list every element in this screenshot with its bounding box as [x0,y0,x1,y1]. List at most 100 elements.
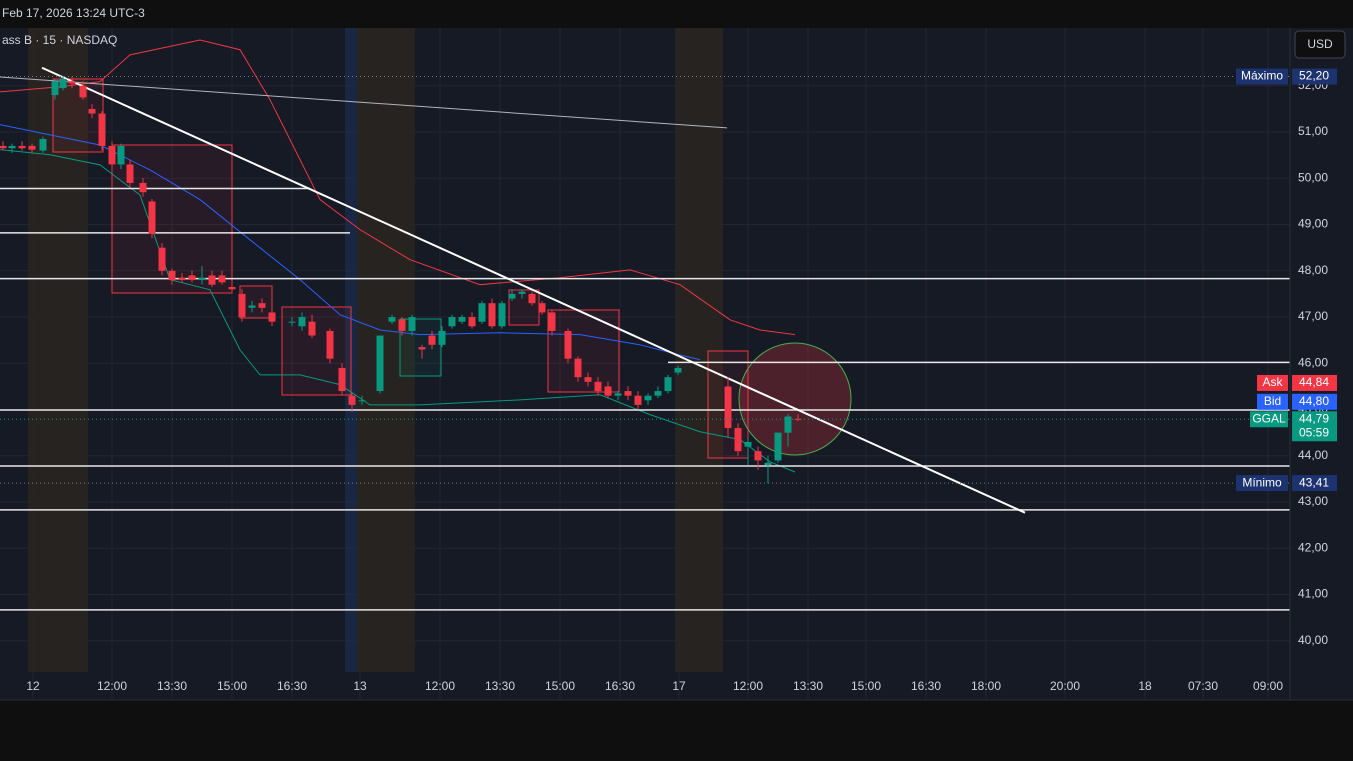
drawn-boxes [52,78,852,459]
candle-body [548,312,556,331]
x-tick-label: 12 [26,679,40,693]
candle-body [108,145,116,165]
candle-body [208,275,216,285]
marker-name: Bid [1264,394,1281,408]
candle-body [594,381,602,392]
y-tick-label: 40,00 [1298,633,1328,647]
candle-body [754,451,762,461]
candle-body [574,358,582,378]
y-tick-label: 49,00 [1298,217,1328,231]
trend-line [41,66,1026,514]
candle-body [288,321,296,323]
price-tag-label: 52,20 [1299,69,1329,83]
highlight-circle [738,342,852,456]
x-tick-label: 15:00 [545,679,575,693]
candle-body [59,78,67,89]
x-tick-label: 07:30 [1188,679,1218,693]
candle-body [674,367,682,373]
x-tick-label: 20:00 [1050,679,1080,693]
candle-body [126,164,134,183]
candle-body [398,319,406,331]
candle-body [794,418,802,420]
candle-body [168,270,176,281]
indicator-line [0,124,701,361]
candle-body [584,377,592,382]
candle-body [564,330,572,359]
x-tick-label: 13 [353,679,367,693]
candle-body [744,441,752,447]
candle-body [468,317,476,327]
marker-name: Ask [1262,375,1283,389]
session-band [357,28,415,672]
candle-body [448,317,456,327]
candle-body [238,293,246,318]
candle-body [508,293,516,299]
candle-body [18,145,26,149]
candle-body [51,81,59,96]
candle-body [664,377,672,392]
candle-body [338,367,346,392]
marker-name: Mínimo [1242,475,1282,489]
candle-body [248,305,256,308]
candle-body [724,386,732,429]
candle-body [348,395,356,405]
candle-body [298,317,306,327]
x-tick-label: 18 [1138,679,1152,693]
candle-body [258,303,266,308]
marker-name-bg [1257,393,1288,410]
candle-body [478,303,486,322]
price-tag-label: 44,84 [1299,375,1329,389]
candle-body [268,312,276,322]
countdown: 05:59 [1299,425,1329,439]
price-tag [1292,374,1337,391]
box [547,309,620,393]
candle-body [614,393,622,396]
candle-body [388,317,396,322]
candle-body [358,400,366,402]
candle-body [68,81,76,84]
candle-body [624,391,632,396]
candle-body [178,277,186,281]
candle-body [764,462,772,466]
price-tag [1292,68,1337,85]
candle-body [8,145,16,149]
grid [0,28,1290,700]
currency-label[interactable]: USD [1307,37,1333,51]
candle-body [158,247,166,271]
x-tick-label: 17 [672,679,686,693]
x-tick-label: 16:30 [911,679,941,693]
candle-body [734,428,742,452]
session-band [28,28,88,672]
candle-body [218,275,226,283]
x-tick-label: 12:00 [733,679,763,693]
x-tick-label: 15:00 [851,679,881,693]
price-tag-label: 44,80 [1299,394,1329,408]
candle-body [39,138,47,151]
y-tick-label: 51,00 [1298,124,1328,138]
marker-name: GGAL [1252,411,1286,425]
y-tick-label: 43,00 [1298,494,1328,508]
y-tick-label: 42,00 [1298,540,1328,554]
candle-body [604,386,612,396]
y-tick-label: 44,00 [1298,448,1328,462]
y-tick-label: 50,00 [1298,170,1328,184]
candle-body [79,85,87,98]
currency-button[interactable] [1294,30,1346,59]
candle-body [644,395,652,401]
candle-body [458,317,466,322]
x-tick-label: 12:00 [97,679,127,693]
candle-body [408,317,416,331]
marker-name: Máximo [1241,69,1283,83]
candle-body [528,293,536,304]
candle-body [139,182,147,193]
marker-name-bg [1250,411,1288,428]
x-tick-label: 15:00 [217,679,247,693]
candle-body [148,201,156,234]
price-tag [1292,475,1337,492]
x-tick-label: 18:00 [971,679,1001,693]
candle-body [228,286,236,290]
candle-body [28,145,36,150]
marker-name-bg [1257,374,1288,391]
